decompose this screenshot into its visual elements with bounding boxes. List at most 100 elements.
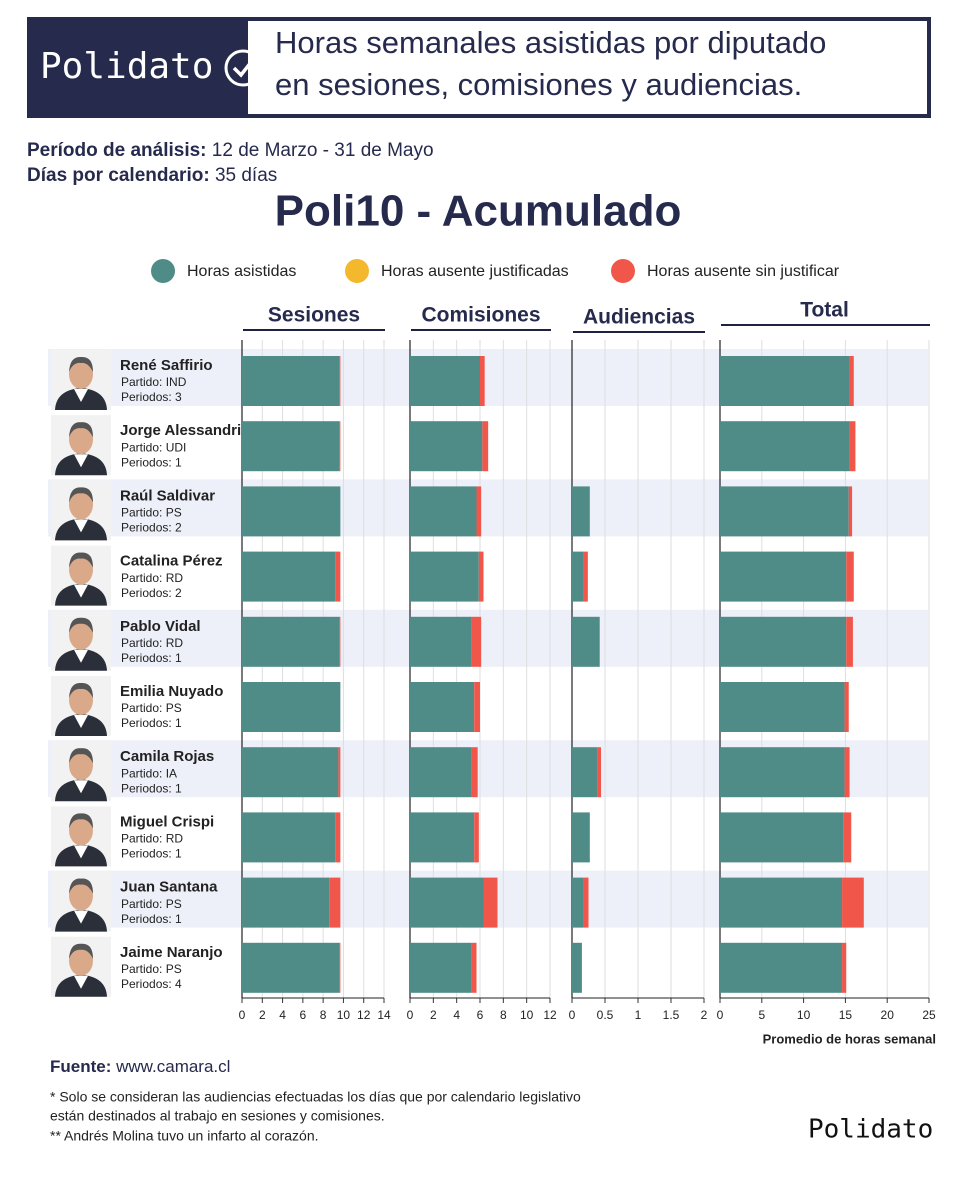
- photo-head: [69, 489, 93, 520]
- bar-segment: [242, 682, 341, 732]
- x-tick-label: 1: [635, 1008, 642, 1022]
- panel-title: Total: [800, 299, 849, 322]
- x-tick-label: 5: [758, 1008, 765, 1022]
- photo-hair: [69, 552, 93, 568]
- x-tick-label: 0.5: [597, 1008, 614, 1022]
- bar-segment: [242, 812, 336, 863]
- photo-collar: [74, 975, 88, 989]
- photo-collar: [74, 649, 88, 663]
- bar-segment: [478, 551, 484, 602]
- x-tick-label: 2: [430, 1008, 437, 1022]
- x-tick-label: 1.5: [663, 1008, 680, 1022]
- photo-collar: [74, 910, 88, 924]
- deputy-periods: Periodos: 1: [121, 651, 182, 665]
- bar-segment: [410, 877, 484, 928]
- bar-segment: [720, 421, 850, 472]
- x-tick-label: 12: [357, 1008, 371, 1022]
- x-tick-label: 8: [500, 1008, 507, 1022]
- bar-segment: [720, 942, 843, 993]
- bar-segment: [842, 942, 847, 993]
- photo-collar: [74, 845, 88, 859]
- deputy-party: Partido: PS: [121, 701, 182, 715]
- footnote: * Solo se consideran las audiencias efec…: [50, 1089, 581, 1105]
- bar-segment: [410, 812, 475, 863]
- bar-segment: [849, 356, 854, 406]
- period: Período de análisis: 12 de Marzo - 31 de…: [27, 140, 434, 161]
- deputy-photo: [51, 741, 111, 802]
- footnote: están destinados al trabajo en sesiones …: [50, 1108, 385, 1124]
- bar-segment: [242, 486, 341, 537]
- legend-swatch: [345, 259, 369, 283]
- deputy-photo: [51, 350, 111, 410]
- bar-segment: [480, 356, 485, 406]
- x-tick-label: 4: [279, 1008, 286, 1022]
- bar-segment: [410, 942, 472, 993]
- deputy-party: Partido: RD: [121, 571, 183, 585]
- x-tick-label: 0: [717, 1008, 724, 1022]
- days-label: Días por calendario:: [27, 165, 210, 186]
- source: Fuente: www.camara.cl: [50, 1057, 230, 1076]
- photo-hair: [69, 748, 93, 764]
- bar-segment: [335, 812, 341, 863]
- deputy-name: Jaime Naranjo: [120, 944, 223, 961]
- bar-segment: [844, 747, 850, 798]
- deputy-periods: Periodos: 2: [121, 521, 182, 535]
- deputy-periods: Periodos: 4: [121, 977, 182, 991]
- deputy-name: Pablo Vidal: [120, 618, 201, 635]
- bar-segment: [583, 551, 588, 602]
- days-value: 35 días: [215, 165, 277, 186]
- bar-segment: [476, 486, 482, 537]
- deputy-party: Partido: RD: [121, 832, 183, 846]
- photo-hair: [69, 943, 93, 959]
- bar-segment: [849, 421, 856, 472]
- footer-brand: Polidato: [808, 1115, 933, 1145]
- x-tick-label: 2: [701, 1008, 708, 1022]
- x-tick-label: 6: [477, 1008, 484, 1022]
- bar-segment: [720, 551, 847, 602]
- deputy-party: Partido: PS: [121, 962, 182, 976]
- legend-label: Horas asistidas: [187, 263, 296, 280]
- bar-segment: [242, 747, 339, 798]
- x-tick-label: 10: [520, 1008, 534, 1022]
- bar-segment: [583, 877, 589, 928]
- photo-hair: [69, 617, 93, 633]
- bar-segment: [335, 551, 341, 602]
- bar-segment: [720, 812, 844, 863]
- bar-segment: [846, 616, 853, 667]
- deputy-name: Miguel Crispi: [120, 813, 214, 830]
- photo-collar: [74, 389, 88, 402]
- bar-segment: [720, 616, 847, 667]
- x-tick-label: 8: [320, 1008, 327, 1022]
- bar-segment: [242, 616, 340, 667]
- bar-segment: [844, 682, 849, 732]
- period-value: 12 de Marzo - 31 de Mayo: [212, 140, 434, 161]
- bar-segment: [329, 877, 341, 928]
- bar-segment: [242, 356, 340, 406]
- bar-segment: [846, 551, 854, 602]
- legend-swatch: [151, 259, 175, 283]
- photo-hair: [69, 422, 93, 438]
- legend-swatch: [611, 259, 635, 283]
- deputy-name: Camila Rojas: [120, 748, 214, 765]
- deputy-photo: [51, 610, 111, 671]
- x-tick-label: 2: [259, 1008, 266, 1022]
- source-label: Fuente:: [50, 1057, 111, 1076]
- photo-collar: [74, 780, 88, 794]
- deputy-name: Emilia Nuyado: [120, 683, 223, 700]
- x-tick-label: 10: [797, 1008, 811, 1022]
- bar-segment: [339, 942, 341, 993]
- x-tick-label: 10: [337, 1008, 351, 1022]
- bar-segment: [572, 747, 598, 798]
- bar-segment: [410, 747, 472, 798]
- period-label: Período de análisis:: [27, 140, 207, 161]
- bar-segment: [842, 877, 864, 928]
- bar-segment: [410, 421, 483, 472]
- x-tick-label: 0: [569, 1008, 576, 1022]
- panel-title: Comisiones: [421, 304, 540, 327]
- bar-segment: [471, 942, 477, 993]
- bar-segment: [572, 486, 590, 537]
- bar-segment: [410, 356, 480, 406]
- bar-segment: [482, 421, 489, 472]
- bar-segment: [720, 682, 845, 732]
- x-tick-label: 25: [922, 1008, 936, 1022]
